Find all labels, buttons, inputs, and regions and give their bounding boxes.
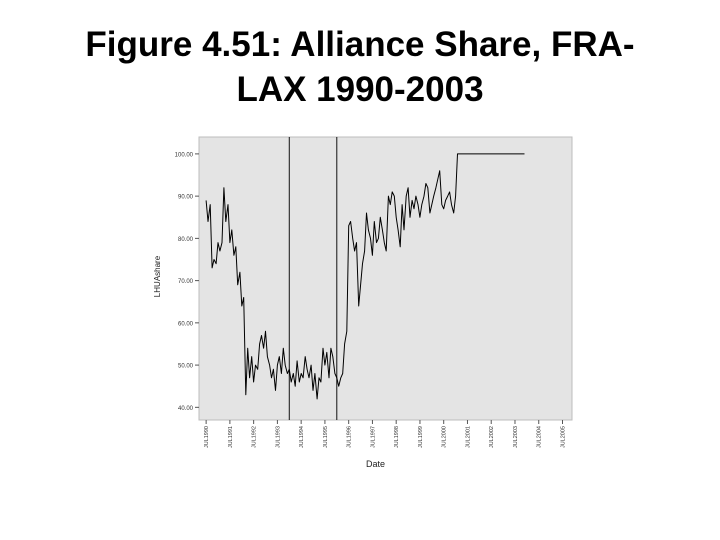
- x-tick-label: JUL1996: [347, 426, 353, 448]
- x-tick-label: JUL1993: [275, 426, 281, 448]
- x-tick-label: JUL1999: [418, 426, 424, 448]
- x-tick-label: JUL1991: [228, 426, 234, 448]
- x-tick-label: JUL2003: [513, 426, 519, 448]
- x-tick-label: JUL2005: [560, 426, 566, 448]
- x-tick-label: JUL1990: [204, 426, 210, 448]
- slide-title-line1: Figure 4.51: Alliance Share, FRA-: [85, 25, 635, 64]
- y-tick-label: 90.00: [178, 195, 194, 201]
- plot-area: [198, 136, 573, 421]
- x-tick-label: JUL2004: [537, 426, 543, 448]
- y-tick-label: 60.00: [178, 321, 194, 327]
- y-tick-label: 40.00: [178, 406, 194, 412]
- y-tick-label: 100.00: [175, 152, 194, 158]
- x-tick-label: JUL2001: [465, 426, 471, 448]
- y-tick-label: 50.00: [178, 364, 194, 370]
- series-line: [205, 153, 525, 400]
- x-tick-label: JUL2002: [489, 426, 495, 448]
- x-tick-label: JUL2000: [442, 426, 448, 448]
- x-tick-label: JUL1994: [299, 426, 305, 448]
- x-tick-label: JUL1995: [323, 426, 329, 448]
- slide-title: Figure 4.51: Alliance Share, FRA- LAX 19…: [0, 22, 720, 112]
- x-tick-label: JUL1997: [370, 426, 376, 448]
- x-tick-label: JUL1998: [394, 426, 400, 448]
- slide-title-line2: LAX 1990-2003: [236, 70, 484, 109]
- y-axis-label: LHUAshare: [153, 255, 162, 297]
- y-tick-label: 70.00: [178, 279, 194, 285]
- x-tick-label: JUL1992: [252, 426, 258, 448]
- x-axis-label: Date: [366, 459, 385, 469]
- y-tick-label: 80.00: [178, 237, 194, 243]
